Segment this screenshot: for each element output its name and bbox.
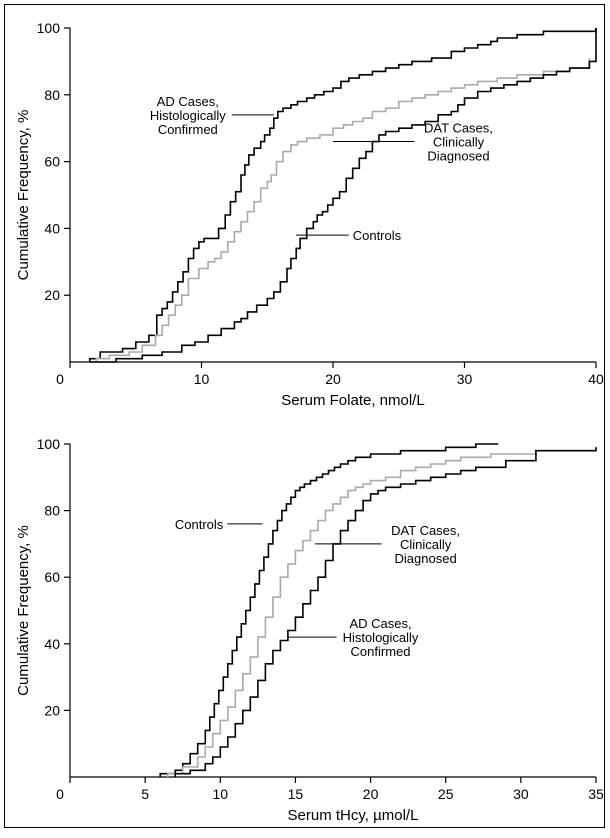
chart-thcy: 20 40 60 80 100 0 5 10 15 20 25 30 35 Serum tHcy, µmo… [15, 436, 604, 824]
annotation-label: AD Cases, Histologically Confirmed [343, 616, 419, 659]
x-axis-label: Serum Folate, nmol/L [281, 392, 424, 409]
y-tick-label: 60 [44, 569, 60, 585]
y-tick-label: 40 [44, 220, 60, 236]
y-tick-label: 20 [44, 287, 60, 303]
series-line-ad-cases-histologically-confirmed [174, 447, 597, 777]
x-tick-label: 10 [194, 371, 210, 387]
series-line-dat-cases-clinically-diagnosed [95, 58, 591, 362]
x-tick-label: 35 [588, 786, 604, 802]
y-tick-label: 100 [37, 20, 61, 36]
y-axis-label: Cumulative Frequency, % [15, 525, 32, 696]
x-tick-label: 30 [457, 371, 473, 387]
series-line-ad-cases-histologically-confirmed [88, 28, 597, 362]
x-tick-label: 30 [513, 786, 529, 802]
series-line-dat-cases-clinically-diagnosed [166, 447, 597, 777]
x-axis-label: Serum tHcy, µmol/L [288, 807, 419, 824]
series-line-controls [159, 443, 499, 777]
x-tick-label: 10 [212, 786, 228, 802]
annotation-label: Controls [353, 228, 402, 243]
y-tick-label: 40 [44, 636, 60, 652]
x-tick-label: 0 [56, 786, 64, 802]
annotation-label: DAT Cases, Clinically Diagnosed [424, 121, 493, 164]
annotation-label: AD Cases, Histologically Confirmed [150, 94, 226, 137]
y-tick-label: 20 [44, 702, 60, 718]
chart-folate: 20 40 60 80 100 0 10 20 30 40 Serum Folate, nmol/L… [15, 20, 604, 409]
series-line-controls [89, 28, 597, 363]
annotation-label: Controls [175, 517, 224, 532]
y-tick-label: 60 [44, 154, 60, 170]
x-tick-label: 20 [363, 786, 379, 802]
x-tick-label: 5 [141, 786, 149, 802]
annotation-label: DAT Cases, Clinically Diagnosed [391, 523, 460, 566]
y-tick-label: 80 [44, 87, 60, 103]
y-tick-label: 80 [44, 503, 60, 519]
x-tick-label: 0 [56, 371, 64, 387]
x-tick-label: 15 [288, 786, 304, 802]
x-tick-label: 25 [438, 786, 454, 802]
y-axis-label: Cumulative Frequency, % [15, 110, 32, 281]
x-tick-label: 20 [325, 371, 341, 387]
figure-frame [4, 4, 605, 828]
y-tick-label: 100 [37, 436, 61, 452]
x-tick-label: 40 [588, 371, 604, 387]
